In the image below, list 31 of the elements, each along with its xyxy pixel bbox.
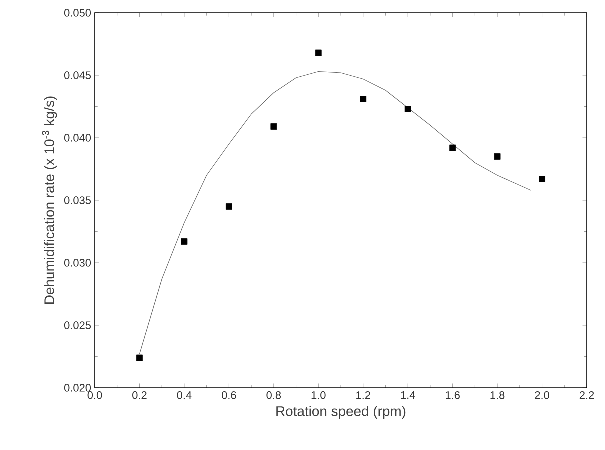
x-tick-label: 1.2: [356, 392, 370, 400]
x-tick-label: 1.4: [401, 392, 416, 400]
y-tick-label: 0.035: [64, 196, 92, 204]
y-tick-label: 0.040: [64, 134, 92, 142]
x-tick-label: 1.8: [490, 392, 505, 400]
point: [404, 106, 412, 112]
y-tick-label: 0.050: [64, 9, 92, 17]
x-tick-label: 0.2: [132, 392, 147, 400]
y-tick-label: 0.025: [64, 322, 92, 330]
y-tick-label: 0.045: [64, 72, 92, 80]
x-axis-title: Rotation speed (rpm): [276, 406, 406, 420]
point: [450, 144, 456, 152]
x-tick-label: 1.6: [446, 392, 460, 400]
x-tick-label: 2.2: [580, 392, 594, 400]
point: [315, 50, 322, 56]
point: [539, 176, 546, 182]
point: [494, 154, 501, 160]
x-tick-label: 2.0: [535, 392, 550, 400]
x-tick-label: 0.8: [266, 392, 282, 400]
x-tick-label: 0.6: [222, 392, 236, 400]
x-tick-label: 0.4: [177, 392, 192, 400]
x-tick-label: 0.0: [88, 392, 102, 400]
x-tick-label: 1.0: [312, 392, 326, 400]
y-tick-label: 0.030: [64, 259, 92, 267]
point: [181, 238, 188, 245]
y-tick-label: 0.020: [64, 384, 92, 392]
point: [270, 124, 278, 130]
point: [136, 354, 143, 362]
point: [226, 204, 232, 210]
point: [360, 96, 367, 102]
y-axis-title: Dehumidification rate (x 10$^{-3}$ kg/s): [42, 96, 58, 304]
